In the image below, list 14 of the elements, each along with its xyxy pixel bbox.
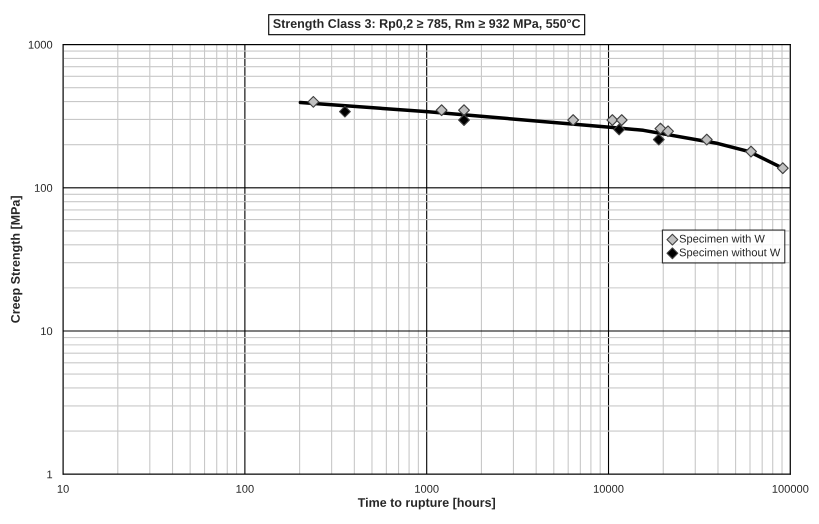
y-tick-label: 1 <box>47 470 52 478</box>
chart-title: Strength Class 3: Rp0,2 ≥ 785, Rm ≥ 932 MPa, 550°C <box>273 18 580 31</box>
y-tick-label: 10 <box>41 327 52 336</box>
y-axis-title: Creep Strength [MPa] <box>10 196 22 323</box>
legend-label: Specimen without W <box>680 248 780 259</box>
x-tick-label: 100 <box>236 484 254 493</box>
y-tick-label: 100 <box>34 184 52 192</box>
x-tick-label: 1000 <box>415 484 439 493</box>
x-tick-label: 10 <box>58 484 69 493</box>
x-tick-label: 10000 <box>594 484 624 493</box>
x-tick-label: 100000 <box>772 484 808 493</box>
x-axis-title: Time to rupture [hours] <box>358 498 495 510</box>
legend-label: Specimen with W <box>680 234 765 245</box>
y-tick-label: 1000 <box>28 40 52 49</box>
